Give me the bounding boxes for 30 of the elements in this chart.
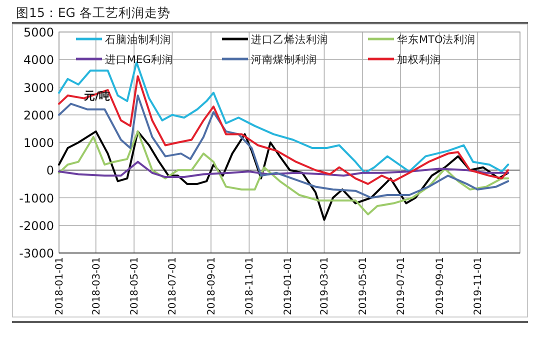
line-series [58, 75, 510, 185]
y-tick-label: 4000 [23, 53, 54, 68]
y-tick-label: 3000 [23, 80, 54, 95]
chart-title: 图15：EG 各工艺利润走势 [16, 5, 170, 20]
y-tick-label: 0 [46, 164, 54, 178]
y-tick-label: 5000 [23, 26, 54, 40]
x-tick-label: 2018-03-01 [91, 257, 102, 316]
legend-label: 进口乙烯法利润 [251, 33, 328, 46]
x-tick-label: 2018-05-01 [130, 257, 141, 316]
x-tick-label: 2019-01-01 [282, 257, 294, 316]
x-tick-label: 2019-11-01 [472, 257, 484, 316]
legend-label: 河南煤制利润 [251, 53, 317, 66]
y-tick-label: 2000 [23, 108, 54, 122]
y-tick-label: -1000 [19, 191, 54, 206]
legend-label: 进口MEG利润 [105, 53, 173, 66]
legend-label: 加权利润 [397, 53, 441, 66]
y-tick-label: -2000 [19, 218, 54, 233]
x-tick-label: 2019-07-01 [396, 257, 408, 316]
x-tick-label: 2018-01-01 [54, 257, 66, 316]
x-tick-label: 2018-07-01 [168, 257, 179, 316]
legend-label: 石脑油制利润 [105, 33, 171, 46]
x-tick-label: 2018-11-01 [244, 257, 256, 316]
x-tick-label: 2019-09-01 [434, 257, 446, 316]
line-series [58, 160, 510, 178]
y-tick-label: -3000 [19, 246, 54, 260]
x-tick-label: 2019-03-01 [320, 257, 331, 316]
x-tick-label: 2018-09-01 [206, 257, 218, 316]
y-tick-label: 1000 [23, 136, 54, 150]
x-tick-label: 2019-05-01 [358, 257, 369, 316]
legend-label: 华东MTO法利润 [397, 33, 476, 46]
